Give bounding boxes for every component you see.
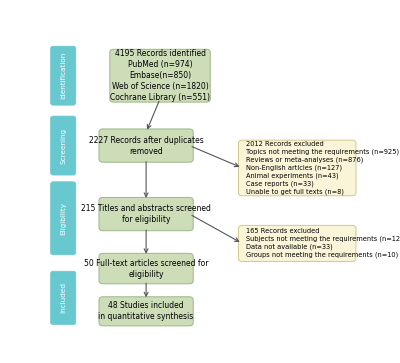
Text: 4195 Records identified
PubMed (n=974)
Embase(n=850)
Web of Science (n=1820)
Coc: 4195 Records identified PubMed (n=974) E…: [110, 49, 210, 102]
FancyBboxPatch shape: [51, 46, 76, 105]
FancyBboxPatch shape: [110, 49, 210, 102]
Text: 50 Full-text articles screened for
eligibility: 50 Full-text articles screened for eligi…: [84, 258, 208, 279]
Text: 48 Studies included
in quantitative synthesis: 48 Studies included in quantitative synt…: [98, 301, 194, 321]
FancyBboxPatch shape: [99, 297, 193, 326]
FancyBboxPatch shape: [99, 129, 193, 162]
Text: Eligibility: Eligibility: [60, 202, 66, 235]
FancyBboxPatch shape: [51, 116, 76, 175]
Text: 165 Records excluded
Subjects not meeting the requirements (n=122)
Data not avai: 165 Records excluded Subjects not meetin…: [246, 228, 400, 258]
Text: Screening: Screening: [60, 127, 66, 164]
FancyBboxPatch shape: [99, 197, 193, 231]
FancyBboxPatch shape: [238, 140, 356, 196]
Text: 2012 Records excluded
Topics not meeting the requirements (n=925)
Reviews or met: 2012 Records excluded Topics not meeting…: [246, 141, 399, 195]
Text: Identification: Identification: [60, 52, 66, 99]
FancyBboxPatch shape: [51, 271, 76, 325]
Text: Included: Included: [60, 282, 66, 313]
FancyBboxPatch shape: [238, 225, 356, 261]
Text: 215 Titles and abstracts screened
for eligibility: 215 Titles and abstracts screened for el…: [81, 204, 211, 224]
Text: 2227 Records after duplicates
removed: 2227 Records after duplicates removed: [89, 135, 204, 156]
FancyBboxPatch shape: [51, 182, 76, 255]
FancyBboxPatch shape: [99, 253, 193, 284]
